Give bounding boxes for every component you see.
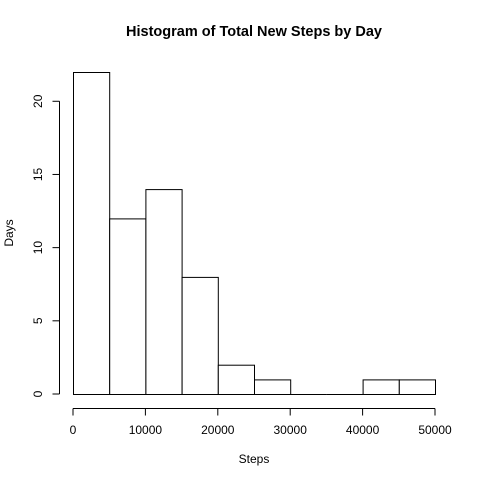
histogram-bar-2	[145, 189, 183, 395]
y-axis-label: Days	[2, 219, 16, 246]
bars-group	[73, 72, 436, 396]
x-axis-label: Steps	[239, 452, 270, 466]
y-tick-label-2: 10	[31, 241, 45, 255]
x-tick-label-1: 10000	[129, 423, 163, 437]
x-tick-label-3: 30000	[274, 423, 308, 437]
x-tick-label-5: 50000	[418, 423, 452, 437]
x-tick-label-0: 0	[70, 423, 77, 437]
x-axis: 0 10000 20000 30000 40000 50000	[70, 408, 452, 437]
histogram-bar-4	[217, 364, 256, 396]
x-tick-label-2: 20000	[201, 423, 235, 437]
histogram-bar-5	[254, 379, 292, 395]
histogram-bar-0	[73, 72, 111, 395]
y-axis: 0 5 10 15 20	[31, 94, 60, 397]
histogram-bar-1	[109, 218, 147, 395]
histogram-bar-8	[362, 379, 400, 395]
y-tick-label-3: 15	[31, 167, 45, 181]
y-tick-label-1: 5	[31, 317, 45, 324]
x-tick-label-4: 40000	[346, 423, 380, 437]
y-tick-label-0: 0	[31, 390, 45, 397]
histogram-bar-9	[398, 379, 436, 395]
chart-title: Histogram of Total New Steps by Day	[126, 24, 382, 40]
histogram-bar-3	[181, 276, 219, 395]
y-tick-label-4: 20	[31, 94, 45, 108]
